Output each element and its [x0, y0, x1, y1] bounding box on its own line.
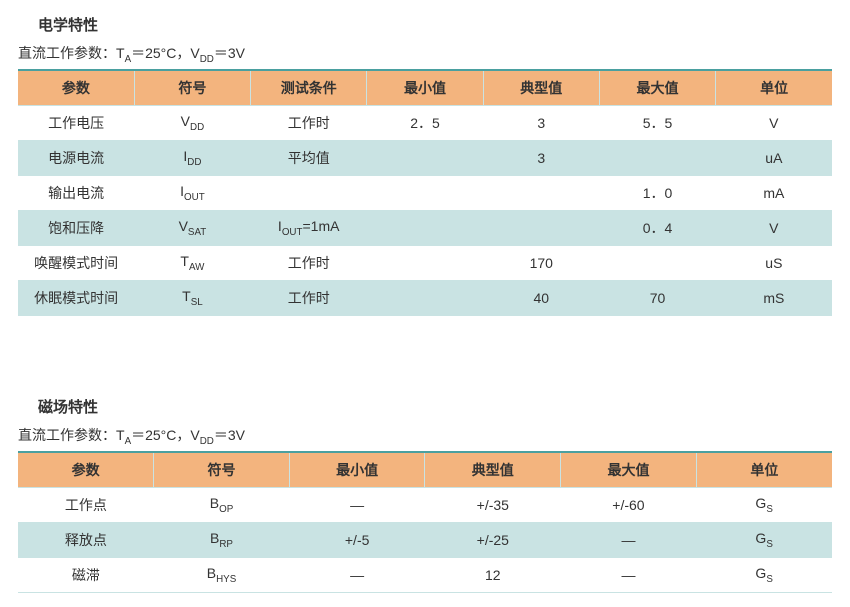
cell-symbol: BOP: [154, 487, 290, 522]
cell-min: +/-5: [289, 522, 425, 557]
cell-symbol: BHYS: [154, 557, 290, 592]
col-header: 最小值: [367, 70, 483, 106]
table-row: 磁滞BHYS—12—GS: [18, 557, 832, 592]
cell-min: —: [289, 557, 425, 592]
cell-max: 1．0: [599, 175, 715, 210]
cell-unit: uA: [716, 140, 832, 175]
sub2-mid: ＝25°C，V: [131, 427, 200, 443]
table-row: 电源电流IDD平均值 3 uA: [18, 140, 832, 175]
cell-typ: 40: [483, 280, 599, 315]
cell-condition: 工作时: [251, 245, 367, 280]
cell-typ: [483, 210, 599, 245]
table-row: 休眠模式时间TSL工作时 4070mS: [18, 280, 832, 315]
sub2-suffix: ＝3V: [214, 427, 245, 443]
sub2-prefix: 直流工作参数：T: [18, 427, 125, 443]
col-header: 典型值: [425, 452, 561, 488]
cell-min: —: [289, 487, 425, 522]
table-row: 唤醒模式时间TAW工作时 170 uS: [18, 245, 832, 280]
cell-condition: IOUT=1mA: [251, 210, 367, 245]
cell-param: 输出电流: [18, 175, 134, 210]
col-header: 最大值: [599, 70, 715, 106]
cell-param: 饱和压降: [18, 210, 134, 245]
cell-unit: GS: [696, 522, 832, 557]
cell-symbol: IOUT: [134, 175, 250, 210]
cell-unit: V: [716, 210, 832, 245]
cell-param: 释放点: [18, 522, 154, 557]
cell-max: 0．4: [599, 210, 715, 245]
cell-typ: 12: [425, 557, 561, 592]
sub-suffix: ＝3V: [214, 45, 245, 61]
cell-max: —: [561, 557, 697, 592]
cell-param: 工作电压: [18, 105, 134, 140]
sub-prefix: 直流工作参数：T: [18, 45, 125, 61]
col-header: 参数: [18, 70, 134, 106]
cell-symbol: IDD: [134, 140, 250, 175]
cell-unit: GS: [696, 487, 832, 522]
cell-unit: mS: [716, 280, 832, 315]
cell-typ: +/-25: [425, 522, 561, 557]
cell-param: 磁滞: [18, 557, 154, 592]
cell-max: [599, 245, 715, 280]
sub-mid: ＝25°C，V: [131, 45, 200, 61]
sub-dd: DD: [200, 54, 214, 65]
cell-param: 休眠模式时间: [18, 280, 134, 315]
col-header: 最大值: [561, 452, 697, 488]
cell-max: [599, 140, 715, 175]
section2-subtitle: 直流工作参数：TA＝25°C，VDD＝3V: [18, 425, 832, 447]
section1-subtitle: 直流工作参数：TA＝25°C，VDD＝3V: [18, 43, 832, 65]
cell-param: 电源电流: [18, 140, 134, 175]
cell-symbol: TSL: [134, 280, 250, 315]
cell-param: 唤醒模式时间: [18, 245, 134, 280]
cell-symbol: VSAT: [134, 210, 250, 245]
cell-symbol: VDD: [134, 105, 250, 140]
cell-min: [367, 210, 483, 245]
cell-typ: [483, 175, 599, 210]
col-header: 单位: [716, 70, 832, 106]
cell-typ: +/-35: [425, 487, 561, 522]
sub2-dd: DD: [200, 436, 214, 447]
cell-min: [367, 140, 483, 175]
table-row: 工作电压VDD工作时2．535．5V: [18, 105, 832, 140]
table-row: 释放点BRP+/-5+/-25—GS: [18, 522, 832, 557]
cell-condition: 工作时: [251, 105, 367, 140]
col-header: 符号: [134, 70, 250, 106]
table-row: 输出电流IOUT 1．0mA: [18, 175, 832, 210]
col-header: 最小值: [289, 452, 425, 488]
cell-min: [367, 175, 483, 210]
magnetic-table: 参数符号最小值典型值最大值单位 工作点BOP—+/-35+/-60GS释放点BR…: [18, 451, 832, 593]
cell-condition: [251, 175, 367, 210]
cell-max: 70: [599, 280, 715, 315]
cell-typ: 170: [483, 245, 599, 280]
col-header: 典型值: [483, 70, 599, 106]
cell-typ: 3: [483, 140, 599, 175]
cell-typ: 3: [483, 105, 599, 140]
cell-unit: uS: [716, 245, 832, 280]
section1-title: 电学特性: [38, 14, 832, 35]
cell-max: —: [561, 522, 697, 557]
cell-condition: 工作时: [251, 280, 367, 315]
col-header: 符号: [154, 452, 290, 488]
cell-condition: 平均值: [251, 140, 367, 175]
col-header: 测试条件: [251, 70, 367, 106]
cell-param: 工作点: [18, 487, 154, 522]
cell-min: [367, 245, 483, 280]
cell-unit: V: [716, 105, 832, 140]
col-header: 参数: [18, 452, 154, 488]
cell-min: 2．5: [367, 105, 483, 140]
cell-unit: GS: [696, 557, 832, 592]
cell-unit: mA: [716, 175, 832, 210]
col-header: 单位: [696, 452, 832, 488]
cell-min: [367, 280, 483, 315]
cell-max: 5．5: [599, 105, 715, 140]
cell-symbol: TAW: [134, 245, 250, 280]
table-row: 饱和压降VSATIOUT=1mA 0．4V: [18, 210, 832, 245]
table-row: 工作点BOP—+/-35+/-60GS: [18, 487, 832, 522]
cell-max: +/-60: [561, 487, 697, 522]
cell-symbol: BRP: [154, 522, 290, 557]
section2-title: 磁场特性: [38, 396, 832, 417]
electrical-table: 参数符号测试条件最小值典型值最大值单位 工作电压VDD工作时2．535．5V电源…: [18, 69, 832, 316]
